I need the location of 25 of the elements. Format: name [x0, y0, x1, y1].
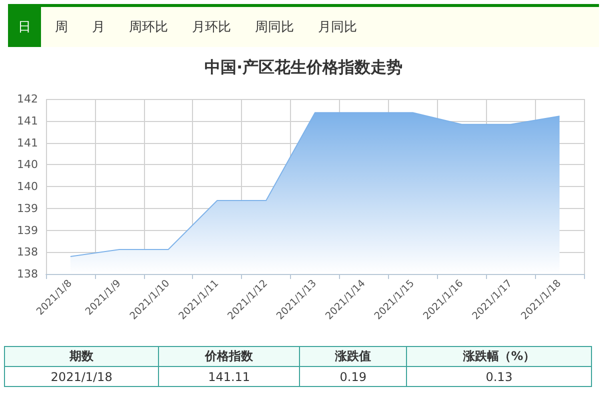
- y-tick-label: 142: [17, 92, 38, 106]
- y-tick-label: 138: [17, 246, 38, 259]
- chart-title: 中国·产区花生价格指数走势: [204, 58, 403, 76]
- text: 2021/1/18: [4, 366, 159, 386]
- text: 月环比: [191, 19, 232, 37]
- text: 0.13: [406, 366, 592, 386]
- text: 月同比: [317, 19, 358, 37]
- y-tick-label: 141: [17, 114, 38, 128]
- y-tick-label: 140: [17, 180, 38, 193]
- text: 涨跌幅（%）: [406, 346, 592, 366]
- text: 141.11: [158, 366, 300, 386]
- y-tick-label: 140: [17, 158, 38, 172]
- text: 价格指数: [158, 346, 300, 366]
- text: 周环比: [128, 19, 169, 37]
- text: 日: [8, 7, 41, 47]
- text: 涨跌值: [300, 346, 407, 366]
- text: 期数: [4, 346, 159, 366]
- y-tick-label: 139: [17, 202, 38, 215]
- y-tick-label: 138: [17, 268, 38, 280]
- y-tick-label: 141: [17, 136, 38, 150]
- text: 周同比: [254, 19, 295, 37]
- text: 周: [54, 19, 69, 37]
- text: 0.19: [300, 366, 407, 386]
- text: 月: [91, 19, 106, 37]
- y-tick-label: 139: [17, 224, 38, 237]
